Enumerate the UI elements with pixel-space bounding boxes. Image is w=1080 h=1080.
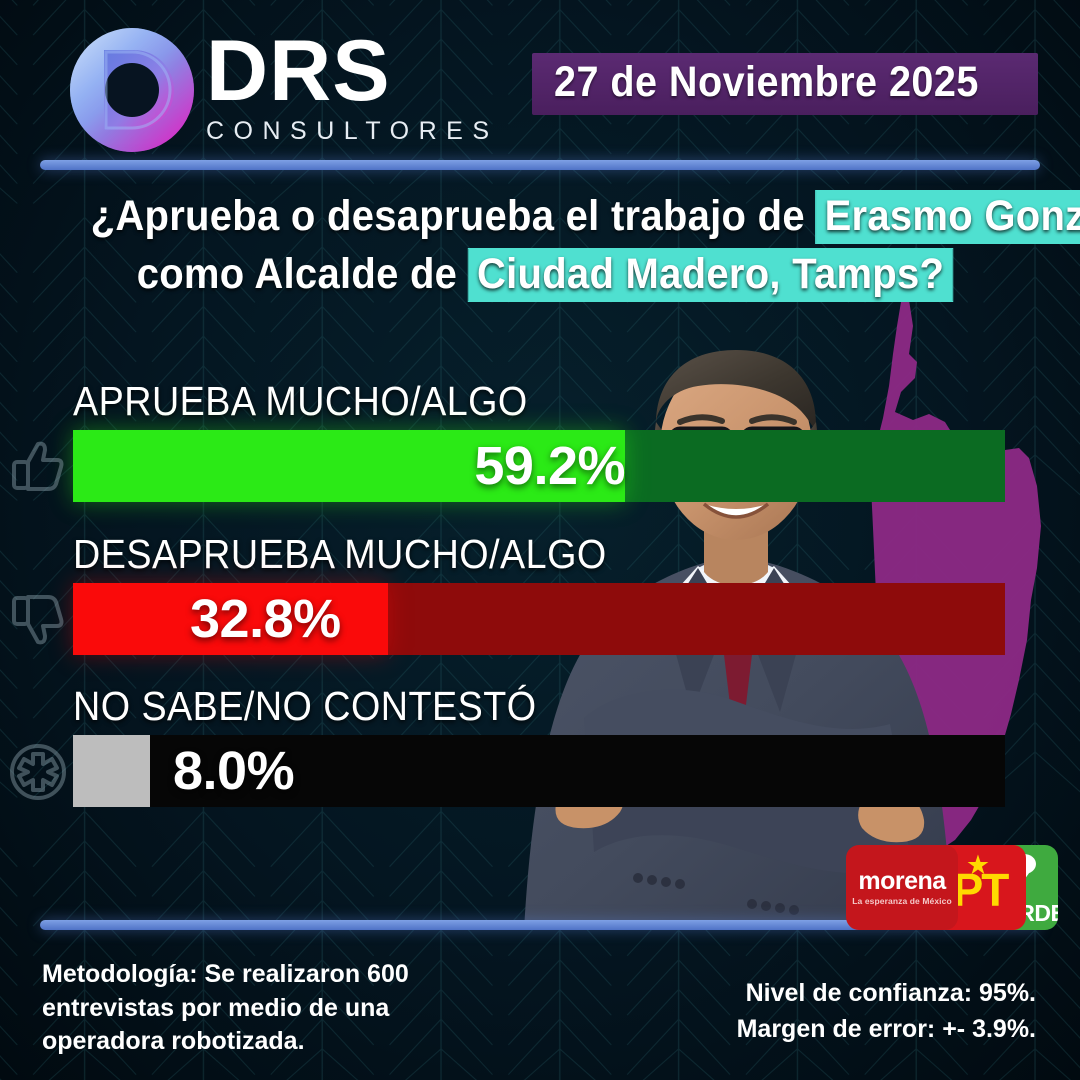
- drs-logo-icon: [64, 22, 200, 158]
- question-line-2-prefix: como Alcalde de: [137, 249, 469, 298]
- result-value-nosabe: 8.0%: [173, 741, 295, 801]
- confidence-level: Nivel de confianza: 95%.: [745, 979, 1036, 1007]
- star-icon: ★: [965, 850, 991, 880]
- party-pt-label: PT: [952, 864, 1010, 916]
- question-block: ¿Aprueba o desaprueba el trabajo de Eras…: [50, 188, 1080, 304]
- asterisk-circle-icon: [6, 740, 70, 804]
- brand-name: DRS: [206, 23, 391, 119]
- question-highlight-person: Erasmo González: [816, 191, 1080, 243]
- bar-fill-nosabe: [73, 735, 151, 807]
- result-label-nosabe: NO SABE/NO CONTESTÓ: [73, 683, 537, 729]
- bar-fill-desaprueba: [73, 583, 389, 655]
- party-morena-label: morena: [858, 867, 946, 896]
- brand-subtitle: CONSULTORES: [206, 117, 499, 146]
- party-morena-tagline: La esperanza de México: [852, 896, 952, 907]
- result-value-aprueba: 59.2%: [474, 436, 625, 496]
- divider-bottom: [40, 920, 1040, 930]
- bar-track-nosabe: [73, 735, 1005, 807]
- result-label-aprueba: APRUEBA MUCHO/ALGO: [73, 378, 528, 424]
- result-label-desaprueba: DESAPRUEBA MUCHO/ALGO: [73, 531, 607, 577]
- question-highlight-place: Ciudad Madero, Tamps?: [468, 248, 953, 301]
- thumbs-up-icon: [6, 434, 70, 498]
- bar-fill-aprueba: [73, 430, 625, 502]
- party-logo-morena: morena La esperanza de México: [846, 845, 958, 930]
- question-line-2: como Alcalde de Ciudad Madero, Tamps?: [50, 246, 1040, 304]
- statistics-note: Nivel de confianza: 95%. Margen de error…: [616, 976, 1036, 1047]
- question-line-1-prefix: ¿Aprueba o desaprueba el trabajo de: [90, 192, 817, 240]
- date-text: 27 de Noviembre 2025: [554, 58, 980, 106]
- margin-of-error: Margen de error: +- 3.9%.: [736, 1014, 1036, 1043]
- methodology-note: Metodología: Se realizaron 600 entrevist…: [42, 960, 409, 1055]
- party-logos: VERDE ★ PT morena La esperanza de México: [846, 845, 1058, 930]
- date-badge: 27 de Noviembre 2025: [532, 53, 1038, 116]
- question-line-1: ¿Aprueba o desaprueba el trabajo de Eras…: [50, 188, 1080, 246]
- divider-top: [40, 160, 1040, 170]
- header: DRS CONSULTORES 27 de Noviembre 2025: [0, 0, 1080, 165]
- result-value-desaprueba: 32.8%: [190, 589, 341, 649]
- brand-wordmark: DRS CONSULTORES: [206, 23, 626, 146]
- bar-track-aprueba: [73, 430, 1005, 502]
- thumbs-down-icon: [6, 588, 70, 652]
- bar-track-desaprueba: [73, 583, 1005, 655]
